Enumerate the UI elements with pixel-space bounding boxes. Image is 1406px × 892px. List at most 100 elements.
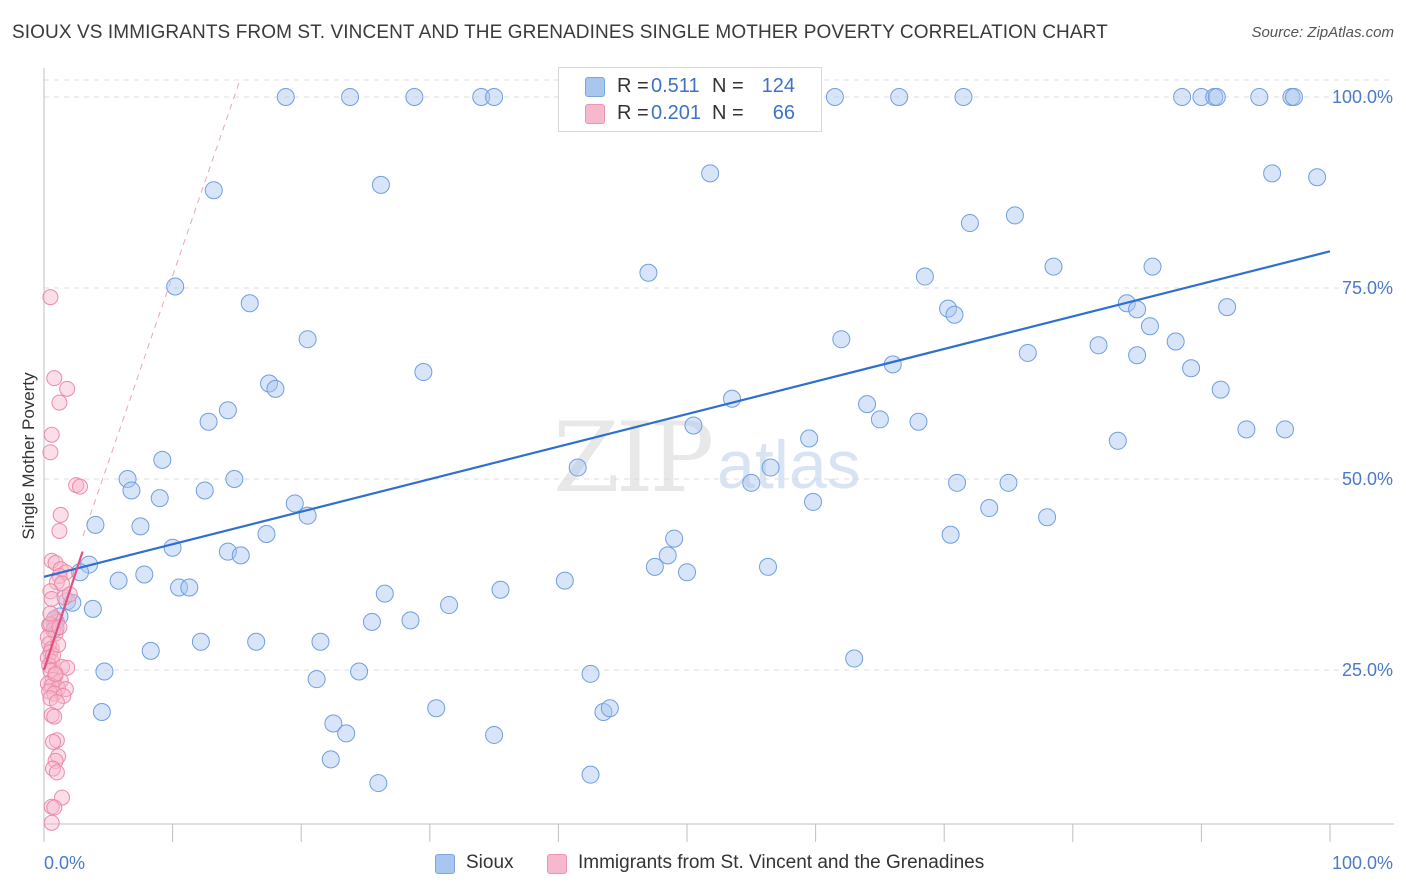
sioux-point[interactable] bbox=[999, 473, 1018, 492]
sioux-point[interactable] bbox=[485, 88, 504, 106]
sioux-point[interactable] bbox=[941, 525, 960, 544]
sioux-point[interactable] bbox=[1166, 332, 1185, 351]
svg-point[interactable] bbox=[51, 394, 68, 411]
sioux-point[interactable] bbox=[581, 664, 600, 683]
sioux-point[interactable] bbox=[247, 632, 266, 651]
sioux-point[interactable] bbox=[337, 724, 356, 743]
sioux-point[interactable] bbox=[204, 181, 223, 200]
svg-point[interactable] bbox=[47, 665, 64, 682]
sioux-point[interactable] bbox=[83, 599, 102, 618]
sioux-point[interactable] bbox=[759, 557, 778, 576]
svg-point[interactable] bbox=[50, 748, 67, 765]
sioux-point[interactable] bbox=[298, 330, 317, 349]
svg-point[interactable] bbox=[43, 426, 60, 443]
svg-point[interactable] bbox=[52, 506, 69, 523]
sioux-point[interactable] bbox=[118, 470, 137, 488]
sioux-point[interactable] bbox=[311, 632, 330, 651]
sioux-point[interactable] bbox=[890, 88, 909, 106]
sioux-point[interactable] bbox=[341, 88, 360, 106]
svg-point[interactable] bbox=[51, 522, 68, 539]
sioux-point[interactable] bbox=[1173, 88, 1192, 106]
sioux-point[interactable] bbox=[324, 714, 343, 733]
svg-point[interactable] bbox=[42, 444, 59, 461]
sioux-point[interactable] bbox=[742, 473, 761, 492]
sioux-point[interactable] bbox=[180, 578, 199, 597]
svg-point[interactable] bbox=[42, 289, 59, 306]
sioux-point[interactable] bbox=[491, 580, 510, 599]
sioux-point[interactable] bbox=[225, 470, 244, 488]
sioux-point[interactable] bbox=[166, 277, 185, 296]
sioux-point[interactable] bbox=[800, 429, 819, 448]
sioux-point[interactable] bbox=[369, 774, 388, 793]
sioux-point[interactable] bbox=[639, 263, 658, 282]
svg-point[interactable] bbox=[59, 380, 76, 397]
sioux-point[interactable] bbox=[1263, 164, 1282, 183]
sioux-point[interactable] bbox=[555, 571, 574, 590]
sioux-point[interactable] bbox=[1308, 168, 1327, 187]
sioux-point[interactable] bbox=[678, 563, 696, 582]
sioux-point[interactable] bbox=[701, 164, 720, 183]
sioux-point[interactable] bbox=[141, 641, 160, 660]
sioux-point[interactable] bbox=[1284, 88, 1303, 106]
sioux-point[interactable] bbox=[131, 517, 150, 536]
sioux-point[interactable] bbox=[472, 88, 491, 106]
sioux-point[interactable] bbox=[1140, 317, 1159, 336]
sioux-point[interactable] bbox=[1207, 88, 1226, 106]
sioux-point[interactable] bbox=[945, 305, 964, 324]
sioux-point[interactable] bbox=[231, 546, 250, 565]
sioux-point[interactable] bbox=[1275, 420, 1294, 439]
sioux-point[interactable] bbox=[266, 379, 285, 398]
sioux-point[interactable] bbox=[350, 662, 369, 681]
sioux-point[interactable] bbox=[321, 750, 340, 769]
sioux-point[interactable] bbox=[845, 649, 864, 668]
sioux-point[interactable] bbox=[761, 458, 780, 477]
sioux-point[interactable] bbox=[832, 330, 851, 349]
sioux-point[interactable] bbox=[658, 546, 677, 565]
sioux-point[interactable] bbox=[915, 267, 934, 286]
sioux-point[interactable] bbox=[858, 395, 877, 414]
sioux-point[interactable] bbox=[109, 571, 128, 590]
sioux-point[interactable] bbox=[645, 557, 664, 576]
sioux-point[interactable] bbox=[1237, 420, 1256, 439]
sioux-point[interactable] bbox=[568, 458, 587, 477]
sioux-point[interactable] bbox=[371, 175, 390, 194]
sioux-point[interactable] bbox=[1218, 298, 1237, 317]
sioux-point[interactable] bbox=[665, 529, 684, 548]
sioux-point[interactable] bbox=[153, 450, 172, 469]
sioux-point[interactable] bbox=[150, 489, 169, 508]
sioux-point[interactable] bbox=[485, 725, 504, 744]
svg-point[interactable] bbox=[46, 708, 63, 725]
sioux-point[interactable] bbox=[95, 662, 114, 681]
sioux-point[interactable] bbox=[954, 88, 973, 106]
sioux-point[interactable] bbox=[285, 494, 304, 513]
sioux-point[interactable] bbox=[1038, 508, 1057, 527]
sioux-point[interactable] bbox=[1250, 88, 1269, 106]
sioux-point[interactable] bbox=[1089, 336, 1108, 355]
svg-point[interactable] bbox=[48, 764, 65, 781]
sioux-point[interactable] bbox=[427, 699, 446, 718]
sioux-point[interactable] bbox=[600, 699, 619, 718]
sioux-point[interactable] bbox=[1211, 380, 1230, 399]
svg-point[interactable] bbox=[72, 478, 89, 495]
sioux-point[interactable] bbox=[804, 492, 823, 511]
sioux-point[interactable] bbox=[218, 401, 237, 420]
svg-point[interactable] bbox=[46, 799, 63, 816]
sioux-point[interactable] bbox=[1128, 346, 1147, 365]
sioux-point[interactable] bbox=[92, 703, 111, 722]
svg-point[interactable] bbox=[45, 733, 62, 750]
svg-point[interactable] bbox=[43, 814, 60, 831]
sioux-point[interactable] bbox=[980, 499, 999, 518]
sioux-point[interactable] bbox=[1044, 257, 1063, 276]
sioux-point[interactable] bbox=[405, 88, 424, 106]
sioux-point[interactable] bbox=[1005, 206, 1024, 225]
sioux-point[interactable] bbox=[684, 416, 703, 435]
sioux-point[interactable] bbox=[86, 515, 105, 534]
svg-point[interactable] bbox=[55, 687, 72, 704]
sioux-point[interactable] bbox=[909, 412, 928, 431]
sioux-point[interactable] bbox=[362, 612, 381, 631]
sioux-point[interactable] bbox=[825, 88, 844, 106]
sioux-point[interactable] bbox=[1108, 431, 1127, 450]
sioux-point[interactable] bbox=[191, 632, 210, 651]
sioux-point[interactable] bbox=[170, 578, 189, 597]
sioux-point[interactable] bbox=[276, 88, 295, 106]
